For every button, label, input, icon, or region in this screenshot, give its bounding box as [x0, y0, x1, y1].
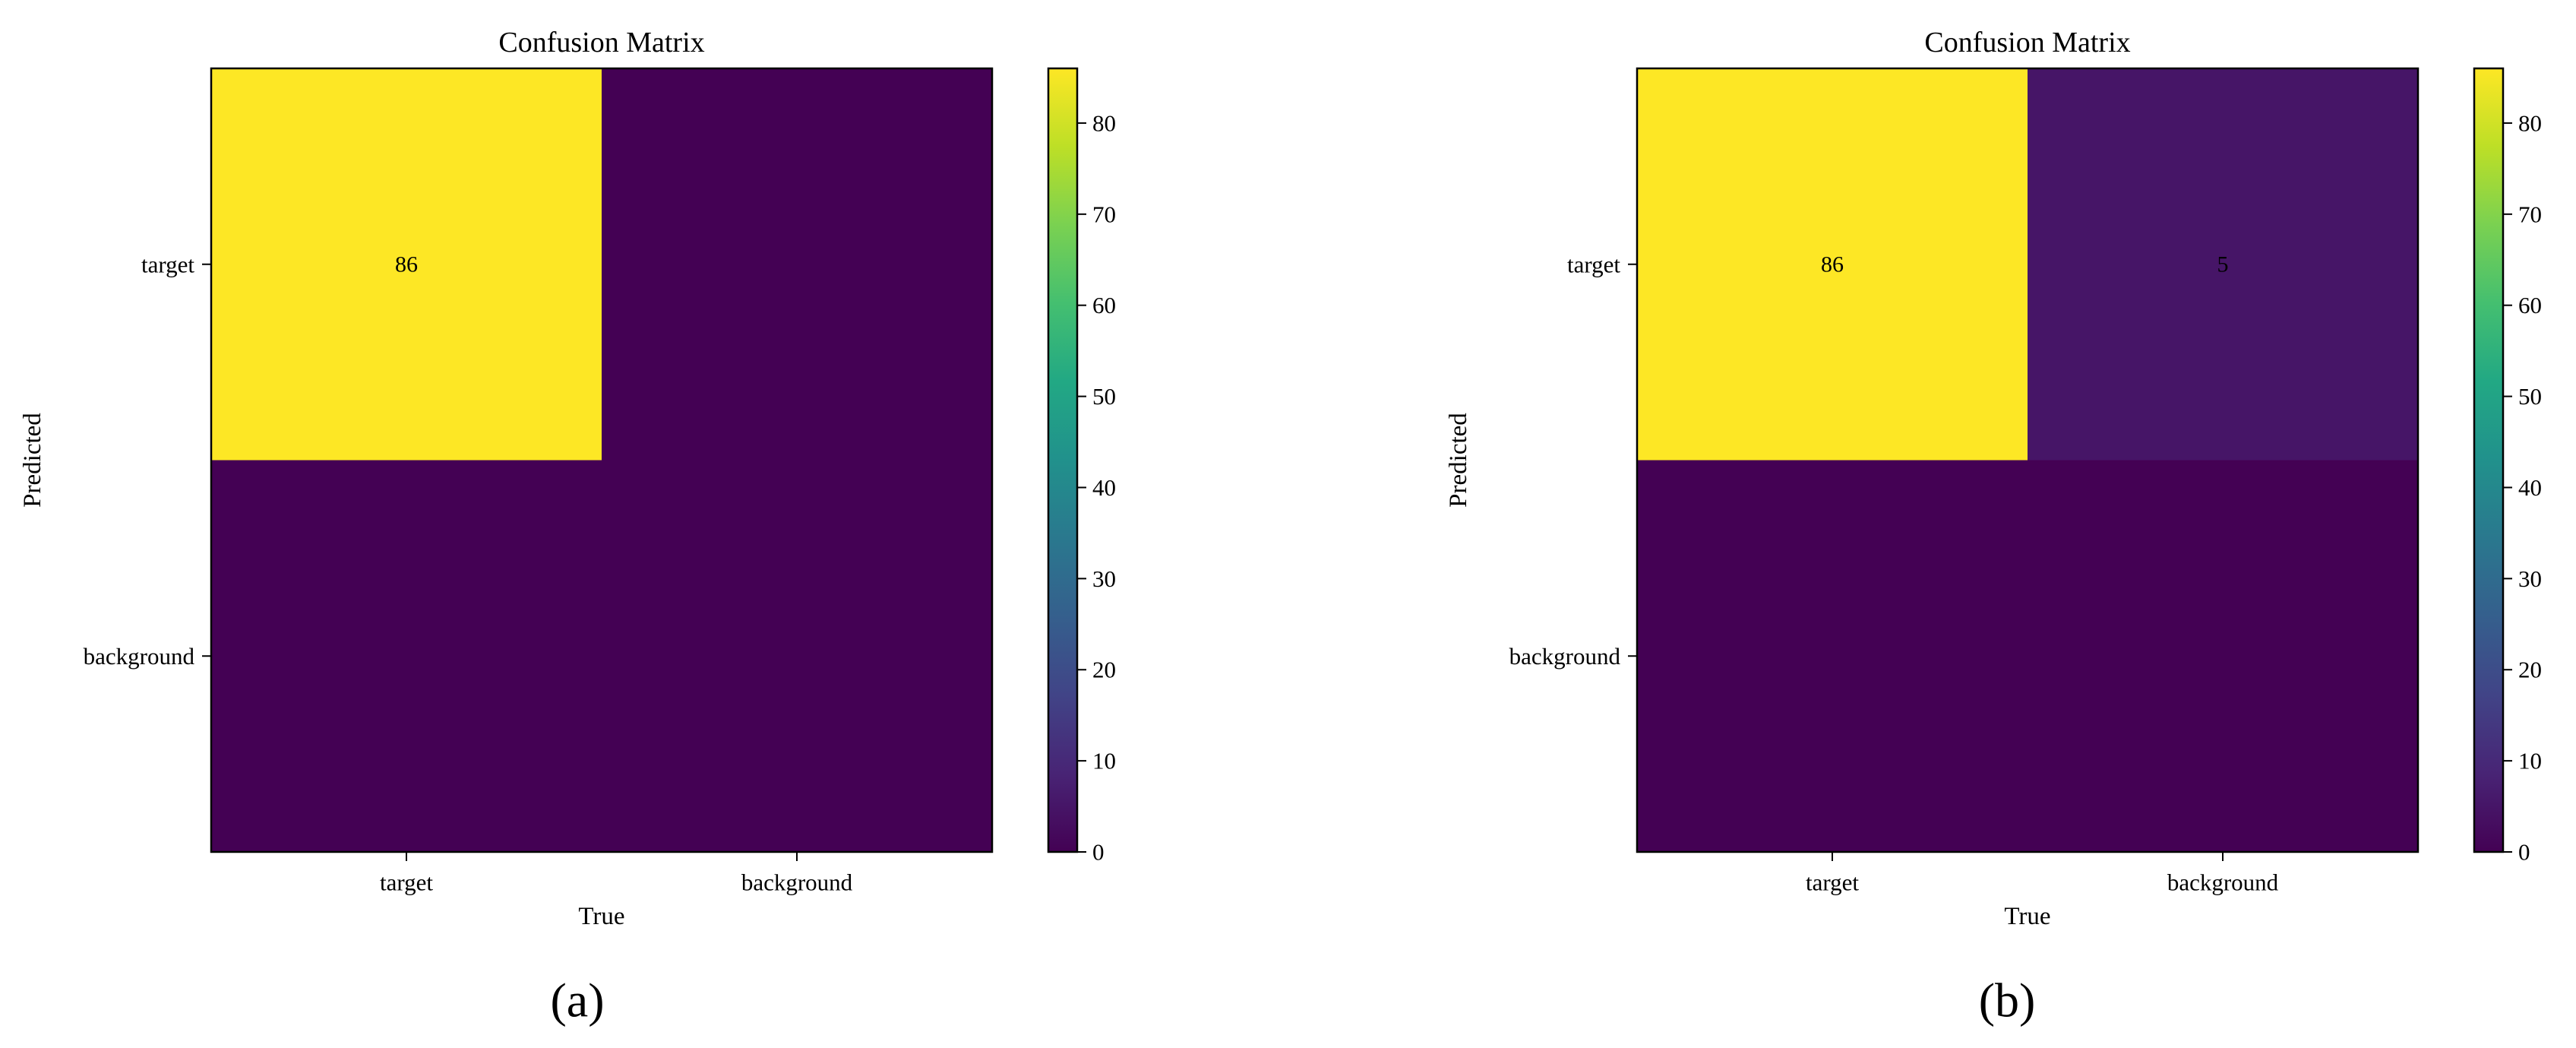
- x-axis-label: True: [578, 903, 624, 930]
- heatmap-cell: [2028, 68, 2418, 461]
- x-axis-label: True: [2004, 903, 2050, 930]
- cell-value-label: 5: [2217, 252, 2229, 277]
- heatmap-cell: [1637, 460, 2028, 852]
- colorbar-tick-label: 0: [2518, 839, 2530, 866]
- colorbar-tick-label: 30: [2518, 565, 2542, 592]
- heatmap-cell: [2028, 460, 2418, 852]
- confusion-matrix-panel-1: 86 Confusion Matrix target background target…: [19, 27, 1116, 1027]
- confusion-matrix-panel-2: 86 5 Confusion Matrix target background targe…: [1445, 27, 2542, 1027]
- heatmap-cell: [602, 68, 992, 461]
- colorbar-tick-label: 60: [1092, 292, 1116, 318]
- panel-label: (a): [550, 974, 604, 1027]
- colorbar-tick-label: 0: [1092, 839, 1105, 866]
- colorbar-tick-label: 60: [2518, 292, 2542, 318]
- colorbar-tick-label: 20: [2518, 657, 2542, 683]
- cell-value-label: 86: [1821, 252, 1844, 277]
- heatmap-cell: [1637, 68, 2028, 461]
- colorbar-tick-label: 10: [2518, 748, 2542, 774]
- colorbar-tick-label: 70: [1092, 201, 1116, 227]
- colorbar-tick-label: 70: [2518, 201, 2542, 227]
- y-tick-label: background: [1509, 643, 1621, 670]
- colorbar-tick-label: 20: [1092, 657, 1116, 683]
- colorbar-tick-label: 30: [1092, 565, 1116, 592]
- colorbar-tick-label: 40: [2518, 474, 2542, 501]
- y-axis-label: Predicted: [19, 413, 46, 508]
- x-tick-label: background: [741, 869, 853, 896]
- colorbar-tick-label: 50: [1092, 383, 1116, 410]
- x-tick-label: target: [380, 869, 433, 896]
- colorbar-tick-label: 50: [2518, 383, 2542, 410]
- x-tick-label: background: [2167, 869, 2279, 896]
- colorbar-frame: [1047, 67, 1079, 853]
- heatmap-cell: [602, 460, 992, 852]
- colorbar: [2474, 68, 2503, 852]
- heatmap-cell: [211, 68, 602, 461]
- y-tick-label: target: [141, 251, 194, 277]
- heatmap-cell: [211, 460, 602, 852]
- chart-title: Confusion Matrix: [1924, 27, 2130, 59]
- chart-title: Confusion Matrix: [498, 27, 704, 59]
- y-axis-label: Predicted: [1445, 413, 1472, 508]
- colorbar-tick-label: 10: [1092, 748, 1116, 774]
- cell-value-label: 86: [395, 252, 418, 277]
- colorbar-tick-label: 80: [1092, 109, 1116, 136]
- x-tick-label: target: [1806, 869, 1859, 896]
- colorbar-frame: [2473, 67, 2505, 853]
- colorbar-tick-label: 80: [2518, 109, 2542, 136]
- panel-label: (b): [1979, 974, 2036, 1027]
- axes-frame: [1636, 67, 2420, 853]
- colorbar-tick-label: 40: [1092, 474, 1116, 501]
- colorbar: [1048, 68, 1077, 852]
- y-tick-label: target: [1567, 251, 1620, 277]
- axes-frame: [210, 67, 994, 853]
- y-tick-label: background: [84, 643, 195, 670]
